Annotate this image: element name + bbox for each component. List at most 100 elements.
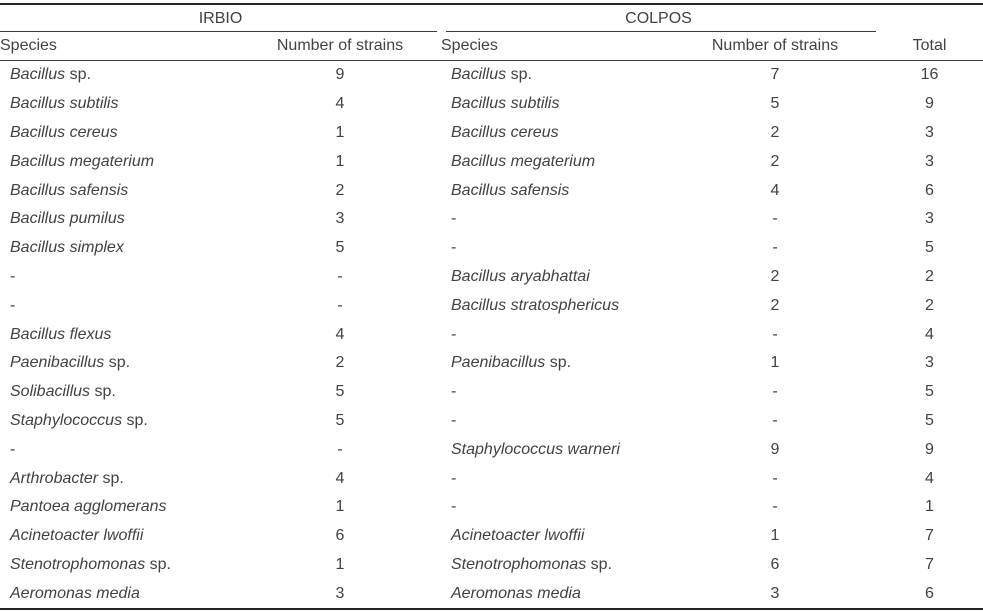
irbio-species-cell: Bacillus subtilis (0, 90, 239, 119)
total-cell: 4 (925, 325, 934, 343)
group-header-spacer (876, 4, 983, 32)
total-cell: 3 (925, 210, 934, 228)
total-cell: 5 (925, 239, 934, 257)
colpos-species-cell: Paenibacillus sp. (441, 349, 674, 378)
irbio-species-name: Bacillus simplex (10, 239, 124, 257)
irbio-species-suffix: sp. (65, 66, 91, 84)
colpos-species-cell: Aeromonas media (441, 579, 674, 609)
table-row: - - Bacillus stratosphericus 2 2 (0, 291, 983, 320)
irbio-species-name: Bacillus flexus (10, 325, 112, 343)
colpos-species-name: Bacillus megaterium (451, 152, 596, 170)
colpos-species-name: Bacillus (451, 66, 507, 84)
irbio-count-cell: 1 (335, 123, 345, 141)
irbio-species-name: Aeromonas media (10, 584, 140, 602)
irbio-count-cell: 4 (335, 469, 345, 487)
colpos-count-cell: 1 (770, 354, 780, 372)
colpos-species-name: Bacillus subtilis (451, 95, 560, 113)
colpos-count-cell: 4 (770, 181, 780, 199)
table-row: Solibacillus sp. 5 - - 5 (0, 378, 983, 407)
colpos-species-cell: - (441, 407, 674, 436)
table-row: Bacillus sp. 9 Bacillus sp. 7 16 (0, 61, 983, 90)
colpos-species-cell: Bacillus megaterium (441, 147, 674, 176)
colpos-species-cell: Staphylococcus warneri (441, 435, 674, 464)
colpos-species-name: Bacillus safensis (451, 181, 570, 199)
irbio-species-cell: - (0, 291, 239, 320)
irbio-count-cell: 5 (335, 239, 345, 257)
colpos-count-cell: 5 (770, 95, 780, 113)
colpos-count-cell: 7 (770, 66, 780, 84)
irbio-species-name: Bacillus safensis (10, 181, 129, 199)
total-cell: 6 (925, 584, 934, 602)
total-cell: 9 (925, 440, 934, 458)
total-cell: 1 (925, 498, 934, 516)
total-cell: 3 (925, 123, 934, 141)
irbio-count-cell: - (337, 296, 343, 314)
irbio-species-name: Bacillus subtilis (10, 95, 119, 113)
table-row: Stenotrophomonas sp. 1 Stenotrophomonas … (0, 551, 983, 580)
colpos-count-cell: 9 (770, 440, 780, 458)
colpos-species-cell: - (441, 205, 674, 234)
colpos-species-cell: - (441, 378, 674, 407)
table-row: Bacillus cereus 1 Bacillus cereus 2 3 (0, 119, 983, 148)
total-cell: 7 (925, 555, 934, 573)
irbio-species-cell: Stenotrophomonas sp. (0, 551, 239, 580)
colpos-count-cell: 2 (770, 296, 780, 314)
irbio-count-cell: - (337, 267, 343, 285)
table-header: IRBIO COLPOS Species Number of strains S… (0, 4, 983, 61)
colpos-count-cell: - (772, 383, 778, 401)
irbio-count-cell: 2 (335, 181, 345, 199)
colpos-species-cell: Bacillus sp. (441, 61, 674, 90)
table-row: Staphylococcus sp. 5 - - 5 (0, 407, 983, 436)
total-cell: 3 (925, 152, 934, 170)
colpos-count-cell: - (772, 210, 778, 228)
colpos-count-cell: 2 (770, 267, 780, 285)
irbio-count-cell: 1 (335, 498, 345, 516)
colpos-species-suffix: - (451, 383, 457, 401)
column-header-row: Species Number of strains Species Number… (0, 32, 983, 61)
irbio-species-cell: - (0, 263, 239, 292)
irbio-count-cell: 9 (335, 66, 345, 84)
table-row: Bacillus subtilis 4 Bacillus subtilis 5 … (0, 90, 983, 119)
colpos-species-name: Paenibacillus (451, 354, 546, 372)
irbio-species-cell: Arthrobacter sp. (0, 464, 239, 493)
table-row: Bacillus flexus 4 - - 4 (0, 320, 983, 349)
colpos-count-cell: 3 (770, 584, 780, 602)
total-cell: 7 (925, 527, 934, 545)
table-row: Bacillus pumilus 3 - - 3 (0, 205, 983, 234)
colpos-count-cell: - (772, 498, 778, 516)
table-row: - - Staphylococcus warneri 9 9 (0, 435, 983, 464)
irbio-species-name: Staphylococcus (10, 411, 123, 429)
irbio-species-name: Bacillus (10, 66, 66, 84)
colpos-species-suffix: - (451, 210, 457, 228)
irbio-species-suffix: sp. (145, 555, 171, 573)
colpos-species-name: Acinetoacter lwoffii (451, 527, 585, 545)
table-body: Bacillus sp. 9 Bacillus sp. 7 16 Bacillu… (0, 61, 983, 610)
irbio-species-name: Solibacillus (10, 383, 91, 401)
irbio-species-suffix: sp. (90, 383, 116, 401)
irbio-species-name: Bacillus pumilus (10, 210, 125, 228)
irbio-species-name: Stenotrophomonas (10, 555, 146, 573)
group-header-irbio: IRBIO (0, 4, 441, 32)
column-header-colpos-strains: Number of strains (674, 32, 876, 61)
colpos-species-name: Bacillus aryabhattai (451, 267, 590, 285)
colpos-species-suffix: sp. (586, 555, 612, 573)
table-row: Paenibacillus sp. 2 Paenibacillus sp. 1 … (0, 349, 983, 378)
table-row: Bacillus safensis 2 Bacillus safensis 4 … (0, 176, 983, 205)
colpos-count-cell: 2 (770, 152, 780, 170)
irbio-count-cell: 3 (335, 210, 345, 228)
irbio-species-suffix: - (10, 440, 16, 458)
irbio-species-suffix: sp. (122, 411, 148, 429)
irbio-species-cell: Pantoea agglomerans (0, 493, 239, 522)
group-header-row: IRBIO COLPOS (0, 4, 983, 32)
colpos-species-cell: Bacillus cereus (441, 119, 674, 148)
colpos-count-cell: - (772, 411, 778, 429)
total-cell: 2 (925, 296, 934, 314)
irbio-count-cell: 4 (335, 325, 345, 343)
colpos-species-cell: - (441, 234, 674, 263)
colpos-count-cell: 2 (770, 123, 780, 141)
total-cell: 16 (920, 66, 939, 84)
colpos-count-cell: 1 (770, 527, 780, 545)
irbio-count-cell: 5 (335, 411, 345, 429)
colpos-species-name: Bacillus cereus (451, 123, 559, 141)
irbio-species-cell: Bacillus flexus (0, 320, 239, 349)
